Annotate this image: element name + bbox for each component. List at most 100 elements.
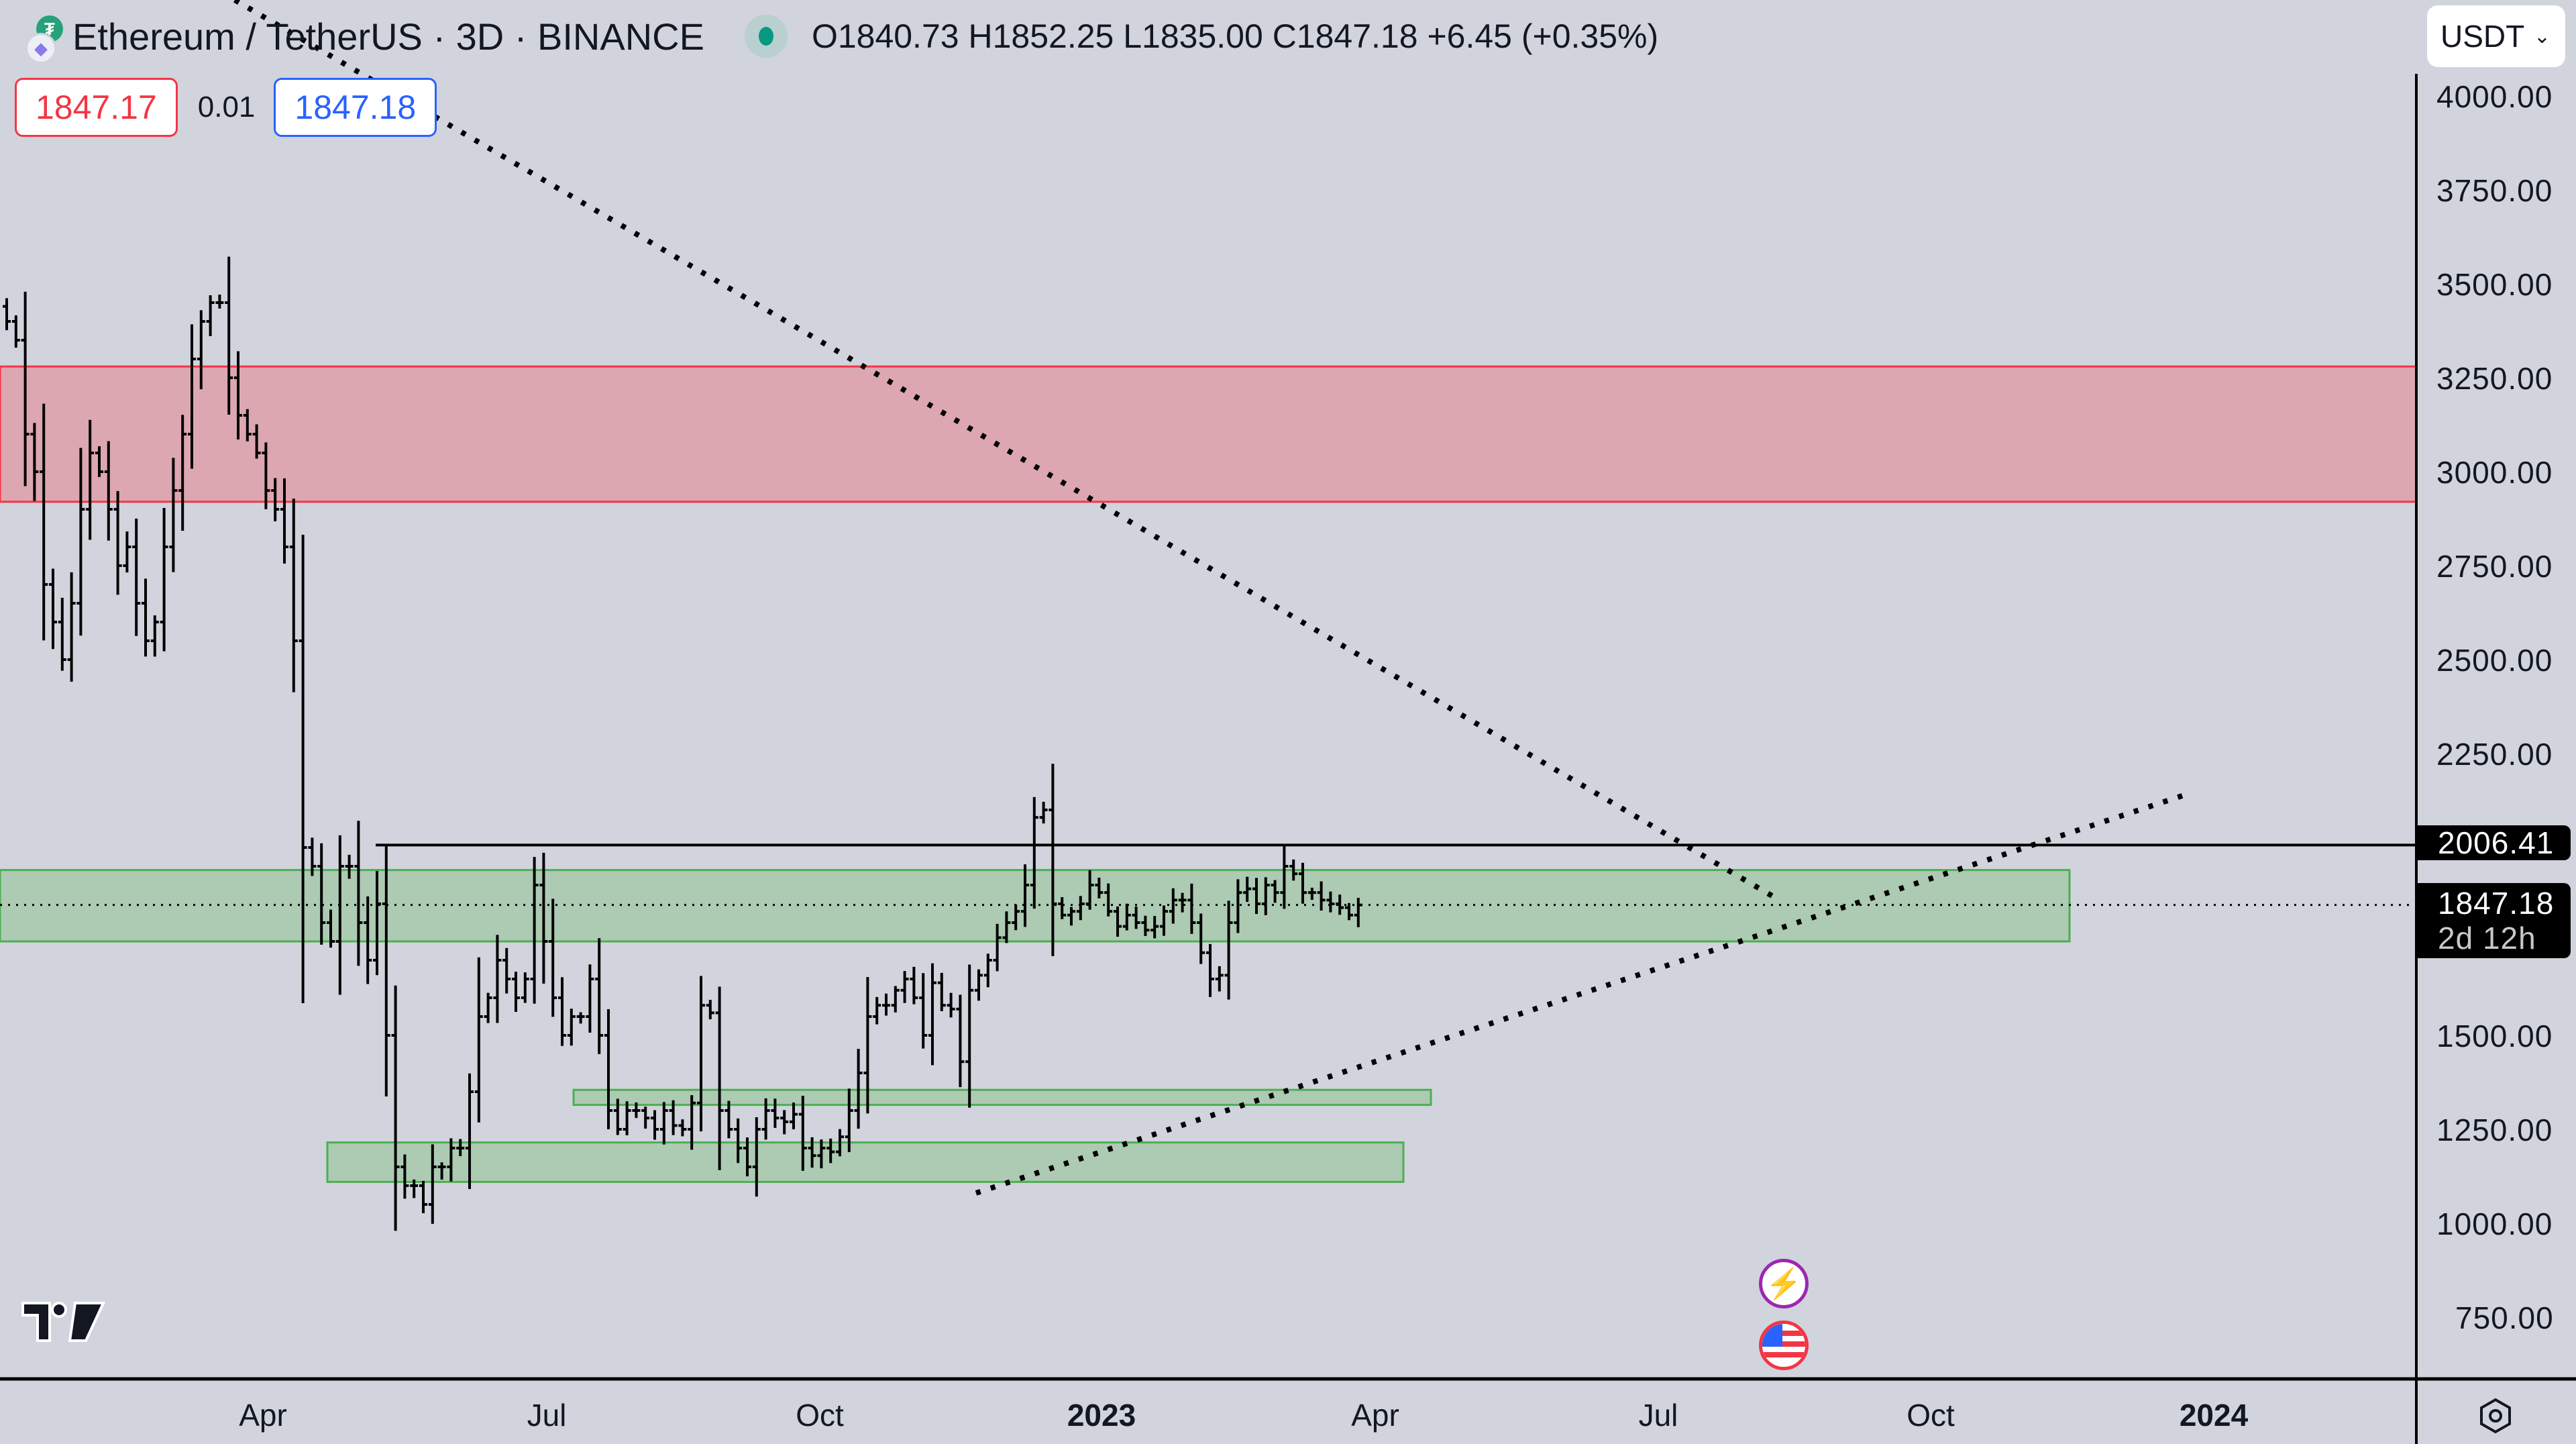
ohlc-bar	[1317, 881, 1326, 911]
ohlc-bar	[86, 419, 95, 540]
ohlc-bar	[1104, 883, 1113, 917]
ohlc-bar	[410, 1179, 419, 1198]
ohlc-bar	[530, 857, 539, 1004]
lightning-event-icon[interactable]: ⚡	[1759, 1259, 1809, 1308]
price-axis-label: 3500.00	[2436, 267, 2553, 302]
ohlc-bar	[1187, 883, 1196, 934]
ohlc-close: C1847.18	[1272, 17, 1418, 55]
ohlc-bar	[1067, 907, 1075, 926]
ohlc-bar	[11, 315, 20, 348]
ohlc-bar	[1150, 916, 1159, 939]
ohlc-bar	[752, 1117, 761, 1197]
settings-gear-icon[interactable]	[2477, 1397, 2514, 1435]
ohlc-bar	[150, 615, 159, 657]
ohlc-bar	[576, 1012, 585, 1024]
ohlc-bar	[873, 996, 881, 1025]
ohlc-bar	[252, 424, 261, 459]
ohlc-bar	[447, 1138, 455, 1182]
ohlc-bars	[3, 256, 1362, 1231]
ohlc-bar	[1280, 844, 1289, 909]
ohlc-bar	[632, 1102, 641, 1119]
zone-resistance[interactable]	[0, 365, 2418, 503]
ohlc-bar	[289, 499, 298, 692]
ohlc-bar	[900, 971, 909, 1003]
ohlc-bar	[826, 1138, 835, 1164]
symbol-icons[interactable]: ₮ ◆	[20, 13, 67, 64]
ohlc-bar	[669, 1100, 678, 1135]
ohlc-bar	[965, 964, 974, 1108]
buy-price-button[interactable]: 1847.18	[274, 78, 437, 137]
ohlc-bar	[280, 478, 288, 564]
horizontal-lines	[0, 843, 2416, 907]
ohlc-bar	[225, 256, 233, 415]
ohlc-bar	[882, 993, 890, 1016]
symbol-title[interactable]: Ethereum / TetherUS · 3D · BINANCE	[72, 15, 704, 58]
time-axis-label: Oct	[1907, 1398, 1955, 1433]
ohlc-bar	[428, 1144, 437, 1224]
ohlc-bar	[169, 458, 178, 572]
ohlc-bar	[975, 969, 983, 1001]
zone-support-low[interactable]	[326, 1141, 1405, 1183]
market-status-icon[interactable]	[744, 15, 788, 58]
ohlc-bar	[1049, 764, 1057, 956]
ohlc-bar	[400, 1154, 409, 1199]
sell-price-button[interactable]: 1847.17	[15, 78, 178, 137]
ohlc-bar	[197, 310, 205, 390]
ohlc-bar	[142, 578, 150, 657]
ohlc-values: O1840.73 H1852.25 L1835.00 C1847.18 +6.4…	[812, 17, 1658, 56]
zones-layer	[0, 365, 2418, 1183]
price-axis-label: 1500.00	[2436, 1019, 2553, 1053]
price-axis-label: 1000.00	[2436, 1206, 2553, 1241]
ohlc-bar	[215, 295, 224, 309]
ohlc-bar	[604, 1009, 612, 1130]
ohlc-high: H1852.25	[968, 17, 1114, 55]
currency-selector[interactable]: USDT ⌄	[2427, 5, 2565, 67]
ohlc-bar	[456, 1139, 465, 1156]
ohlc-bar	[549, 898, 557, 1017]
last-price: 1847.18	[2438, 886, 2555, 921]
time-axis-label: 2024	[2179, 1398, 2249, 1433]
ohlc-bar	[659, 1102, 668, 1145]
ohlc-bar	[761, 1098, 770, 1140]
ohlc-bar	[724, 1100, 733, 1139]
trendline-descending[interactable]	[233, 0, 1780, 902]
time-axis-label: Apr	[1351, 1398, 1399, 1433]
ohlc-bar	[234, 351, 242, 440]
ohlc-bar	[521, 972, 529, 1003]
ohlc-bar	[688, 1095, 696, 1150]
ohlc-bar	[271, 478, 280, 521]
ohlc-bar	[113, 491, 122, 595]
ohlc-bar	[697, 976, 705, 1132]
zone-support-mid[interactable]	[572, 1088, 1432, 1106]
tradingview-logo[interactable]	[20, 1299, 107, 1346]
ohlc-bar	[262, 442, 270, 509]
ohlc-bar	[104, 441, 113, 541]
price-axis-label: 4000.00	[2436, 79, 2553, 114]
symbol-legend: ₮ ◆ Ethereum / TetherUS · 3D · BINANCE O…	[20, 9, 1658, 64]
ohlc-bar	[1354, 898, 1362, 927]
ohlc-low: L1835.00	[1123, 17, 1263, 55]
ohlc-bar	[854, 1049, 863, 1129]
trendline-ascending[interactable]	[975, 791, 2190, 1196]
ohlc-bar	[160, 508, 168, 652]
ohlc-bar	[493, 935, 502, 1023]
ohlc-bar	[206, 295, 215, 336]
ohlc-bar	[1039, 801, 1048, 824]
ohlc-bar	[928, 963, 936, 1066]
ohlc-bar	[1326, 891, 1335, 913]
ohlc-bar	[845, 1088, 853, 1153]
ohlc-bar	[123, 531, 131, 573]
price-axis-label: 3250.00	[2436, 361, 2553, 396]
us-flag-event-icon[interactable]	[1759, 1321, 1809, 1370]
ohlc-bar	[891, 986, 900, 1013]
ohlc-open: O1840.73	[811, 17, 959, 55]
price-axis-label: 750.00	[2455, 1300, 2554, 1335]
horizontal-line-price-tag: 2006.41	[2418, 825, 2571, 860]
ohlc-bar	[512, 972, 520, 1012]
ohlc-bar	[364, 896, 372, 984]
ohlc-bar	[1122, 903, 1131, 931]
bar-countdown: 2d 12h	[2438, 921, 2536, 956]
ohlc-bar	[1215, 966, 1224, 992]
ohlc-bar	[771, 1098, 780, 1128]
